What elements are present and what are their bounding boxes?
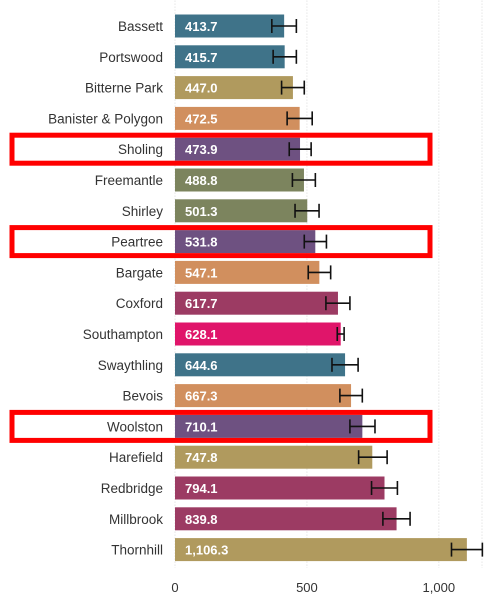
category-label: Thornhill: [111, 543, 163, 558]
x-tick-label: 1,000: [423, 580, 456, 595]
value-label: 472.5: [185, 111, 218, 126]
value-label: 710.1: [185, 419, 218, 434]
category-label: Southampton: [83, 327, 163, 342]
category-label: Bitterne Park: [85, 81, 163, 96]
value-label: 488.8: [185, 173, 218, 188]
x-tick-label: 500: [296, 580, 318, 595]
bar-bevois: [175, 384, 352, 408]
bar-portswood: [175, 45, 285, 69]
bar-banister-polygon: [175, 106, 300, 130]
highlight-box-sholing: [9, 132, 433, 166]
bar-thornhill: [175, 538, 467, 562]
category-label: Shirley: [122, 204, 164, 219]
bar-bargate: [175, 260, 320, 284]
category-labels-group: Bassett Portswood Bitterne Park Banister & …: [48, 19, 163, 558]
highlight-box-peartree: [9, 225, 433, 259]
value-label: 617.7: [185, 296, 218, 311]
x-axis-ticks: 0 500 1,000: [171, 580, 455, 595]
bar-millbrook: [175, 507, 397, 531]
error-bars-group: [271, 19, 484, 557]
bar-southampton: [175, 322, 341, 346]
category-label: Peartree: [111, 235, 163, 250]
bar-coxford: [175, 291, 338, 315]
category-label: Millbrook: [109, 512, 163, 527]
category-label: Bevois: [122, 389, 163, 404]
highlight-box-woolston: [9, 409, 433, 443]
category-label: Portswood: [99, 50, 163, 65]
category-label: Swaythling: [98, 358, 163, 373]
bar-bassett: [175, 14, 285, 38]
bars-group: [175, 14, 467, 562]
value-label: 501.3: [185, 204, 218, 219]
bar-harefield: [175, 445, 373, 469]
highlight-boxes-group: [9, 132, 433, 443]
value-label: 839.8: [185, 512, 218, 527]
bar-peartree: [175, 230, 316, 254]
bar-redbridge: [175, 476, 385, 500]
bar-swaythling: [175, 353, 346, 377]
bar-woolston: [175, 414, 363, 438]
value-label: 531.8: [185, 235, 218, 250]
value-label: 415.7: [185, 50, 218, 65]
value-label: 794.1: [185, 481, 218, 496]
category-label: Harefield: [109, 450, 163, 465]
value-label: 447.0: [185, 81, 218, 96]
category-label: Coxford: [116, 296, 163, 311]
value-label: 547.1: [185, 265, 218, 280]
category-label: Sholing: [118, 142, 163, 157]
value-label: 667.3: [185, 389, 218, 404]
value-label: 628.1: [185, 327, 218, 342]
value-label: 1,106.3: [185, 543, 228, 558]
category-label: Woolston: [107, 419, 163, 434]
bar-shirley: [175, 199, 308, 223]
bar-bitterne-park: [175, 76, 293, 100]
value-label: 644.6: [185, 358, 218, 373]
category-label: Bargate: [116, 265, 163, 280]
category-label: Banister & Polygon: [48, 111, 163, 126]
bar-freemantle: [175, 168, 304, 192]
bar-sholing: [175, 137, 301, 161]
x-tick-label: 0: [171, 580, 178, 595]
category-label: Redbridge: [101, 481, 163, 496]
value-labels-group: 413.7 415.7 447.0 472.5 473.9 488.8 501.3 531.8…: [185, 19, 228, 558]
category-label: Freemantle: [95, 173, 163, 188]
value-label: 473.9: [185, 142, 218, 157]
value-label: 413.7: [185, 19, 218, 34]
value-label: 747.8: [185, 450, 218, 465]
category-label: Bassett: [118, 19, 163, 34]
